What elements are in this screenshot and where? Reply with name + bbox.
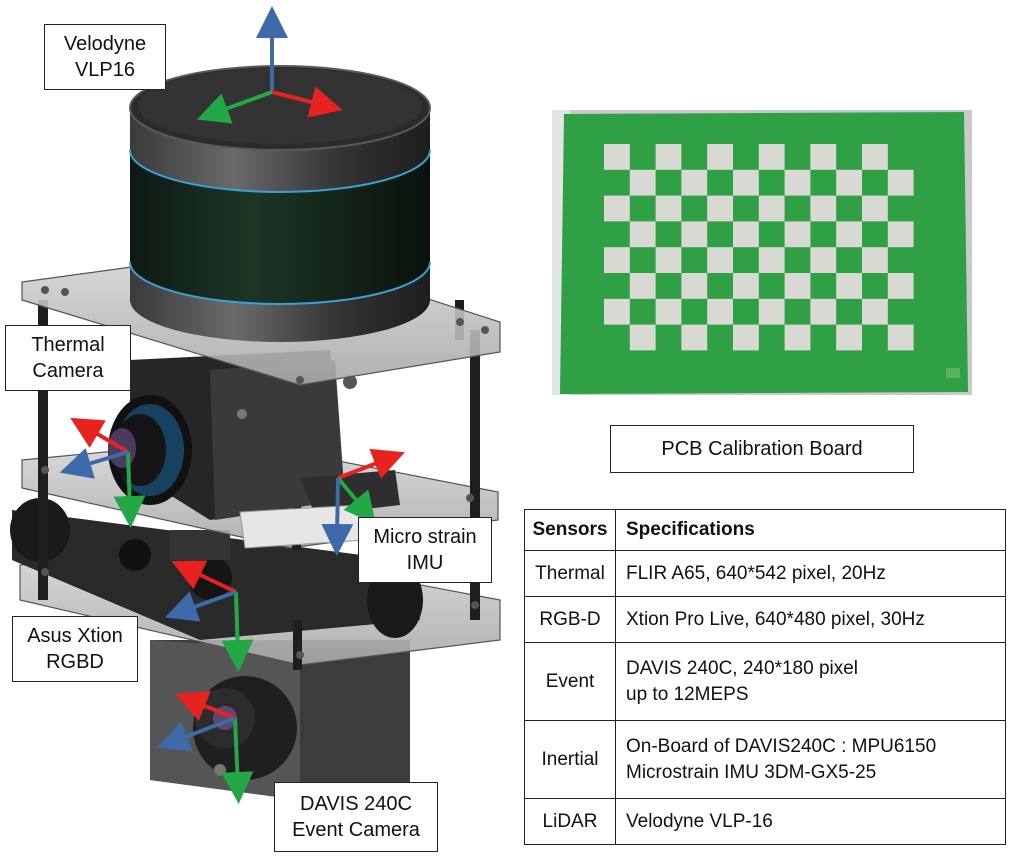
checkerboard-pattern xyxy=(604,144,914,351)
checker-square xyxy=(707,247,733,273)
imu-label: Micro strain IMU xyxy=(358,517,492,583)
davis-bracket xyxy=(150,640,410,800)
checker-square xyxy=(629,221,656,248)
lidar-axes xyxy=(196,6,343,124)
checker-square xyxy=(784,221,811,248)
table-row: Event DAVIS 240C, 240*180 pixel up to 12… xyxy=(524,642,1006,721)
spec-cell: On-Board of DAVIS240C : MPU6150 Microstr… xyxy=(615,720,1006,799)
checker-square xyxy=(604,247,630,273)
checker-square xyxy=(810,195,837,222)
table-header-row: Sensors Specifications xyxy=(524,509,1006,551)
velodyne-lidar xyxy=(129,65,431,342)
davis-axes xyxy=(157,691,254,804)
plate-bolts xyxy=(41,286,489,659)
thermal-axes xyxy=(59,417,146,528)
checker-square xyxy=(810,298,837,325)
checker-square xyxy=(836,169,862,196)
asus-axes xyxy=(164,560,254,672)
sensor-cell: RGB-D xyxy=(524,596,616,643)
checker-square xyxy=(887,324,914,351)
checker-square xyxy=(810,247,837,273)
checker-square xyxy=(733,324,759,351)
checker-square xyxy=(707,144,733,170)
asus-xtion-label: Asus Xtion RGBD xyxy=(12,616,138,682)
checker-square xyxy=(887,273,914,299)
checker-square xyxy=(758,144,785,170)
sensor-spec-table: Sensors Specifications Thermal FLIR A65,… xyxy=(524,509,1006,845)
thermal-camera xyxy=(108,350,357,520)
velodyne-label: Velodyne VLP16 xyxy=(44,24,166,90)
checker-square xyxy=(604,144,630,170)
spec-cell: DAVIS 240C, 240*180 pixel up to 12MEPS xyxy=(615,642,1006,721)
checker-square xyxy=(707,195,733,222)
table-row: RGB-D Xtion Pro Live, 640*480 pixel, 30H… xyxy=(524,596,1006,643)
checker-square xyxy=(707,298,733,325)
sensor-cell: Inertial xyxy=(524,720,616,799)
checker-square xyxy=(758,195,785,222)
checker-square xyxy=(862,247,888,273)
checker-square xyxy=(836,273,862,299)
checker-square xyxy=(629,169,656,196)
pcb-calibration-board-photo xyxy=(552,110,972,395)
checker-square xyxy=(758,298,785,325)
checker-square xyxy=(655,144,682,170)
checker-square xyxy=(655,247,682,273)
checker-square xyxy=(604,195,630,222)
header-specifications: Specifications xyxy=(615,509,1006,551)
pcb-board-label: PCB Calibration Board xyxy=(610,425,914,473)
checker-square xyxy=(836,324,862,351)
checker-square xyxy=(681,221,708,248)
checker-square xyxy=(629,273,656,299)
header-sensors: Sensors xyxy=(524,509,616,551)
table-row: Inertial On-Board of DAVIS240C : MPU6150… xyxy=(524,720,1006,799)
checker-square xyxy=(887,169,914,196)
checker-square xyxy=(604,298,630,325)
checker-square xyxy=(758,247,785,273)
checker-square xyxy=(733,169,759,196)
checker-square xyxy=(655,298,682,325)
checker-square xyxy=(681,169,708,196)
checker-square xyxy=(862,144,888,170)
checker-square xyxy=(733,273,759,299)
checker-square xyxy=(862,195,888,222)
spec-cell: Velodyne VLP-16 xyxy=(615,798,1006,845)
thermal-camera-label: Thermal Camera xyxy=(5,325,131,391)
imu-axes xyxy=(321,448,405,556)
sensor-cell: LiDAR xyxy=(524,798,616,845)
checker-square xyxy=(655,195,682,222)
checker-square xyxy=(836,221,862,248)
checker-square xyxy=(784,324,811,351)
checker-square xyxy=(887,221,914,248)
checker-square xyxy=(681,273,708,299)
checker-square xyxy=(733,221,759,248)
checker-square xyxy=(810,144,837,170)
sensor-cell: Thermal xyxy=(524,550,616,597)
checker-square xyxy=(862,298,888,325)
checker-square xyxy=(784,273,811,299)
table-row: Thermal FLIR A65, 640*542 pixel, 20Hz xyxy=(524,550,1006,597)
table-row: LiDAR Velodyne VLP-16 xyxy=(524,798,1006,845)
spec-cell: Xtion Pro Live, 640*480 pixel, 30Hz xyxy=(615,596,1006,643)
checker-square xyxy=(681,324,708,351)
sensor-cell: Event xyxy=(524,642,616,721)
sensor-rig-illustration xyxy=(10,6,501,804)
spec-cell: FLIR A65, 640*542 pixel, 20Hz xyxy=(615,550,1006,597)
checker-square xyxy=(629,324,656,351)
davis-label: DAVIS 240C Event Camera xyxy=(274,782,438,852)
checker-square xyxy=(784,169,811,196)
